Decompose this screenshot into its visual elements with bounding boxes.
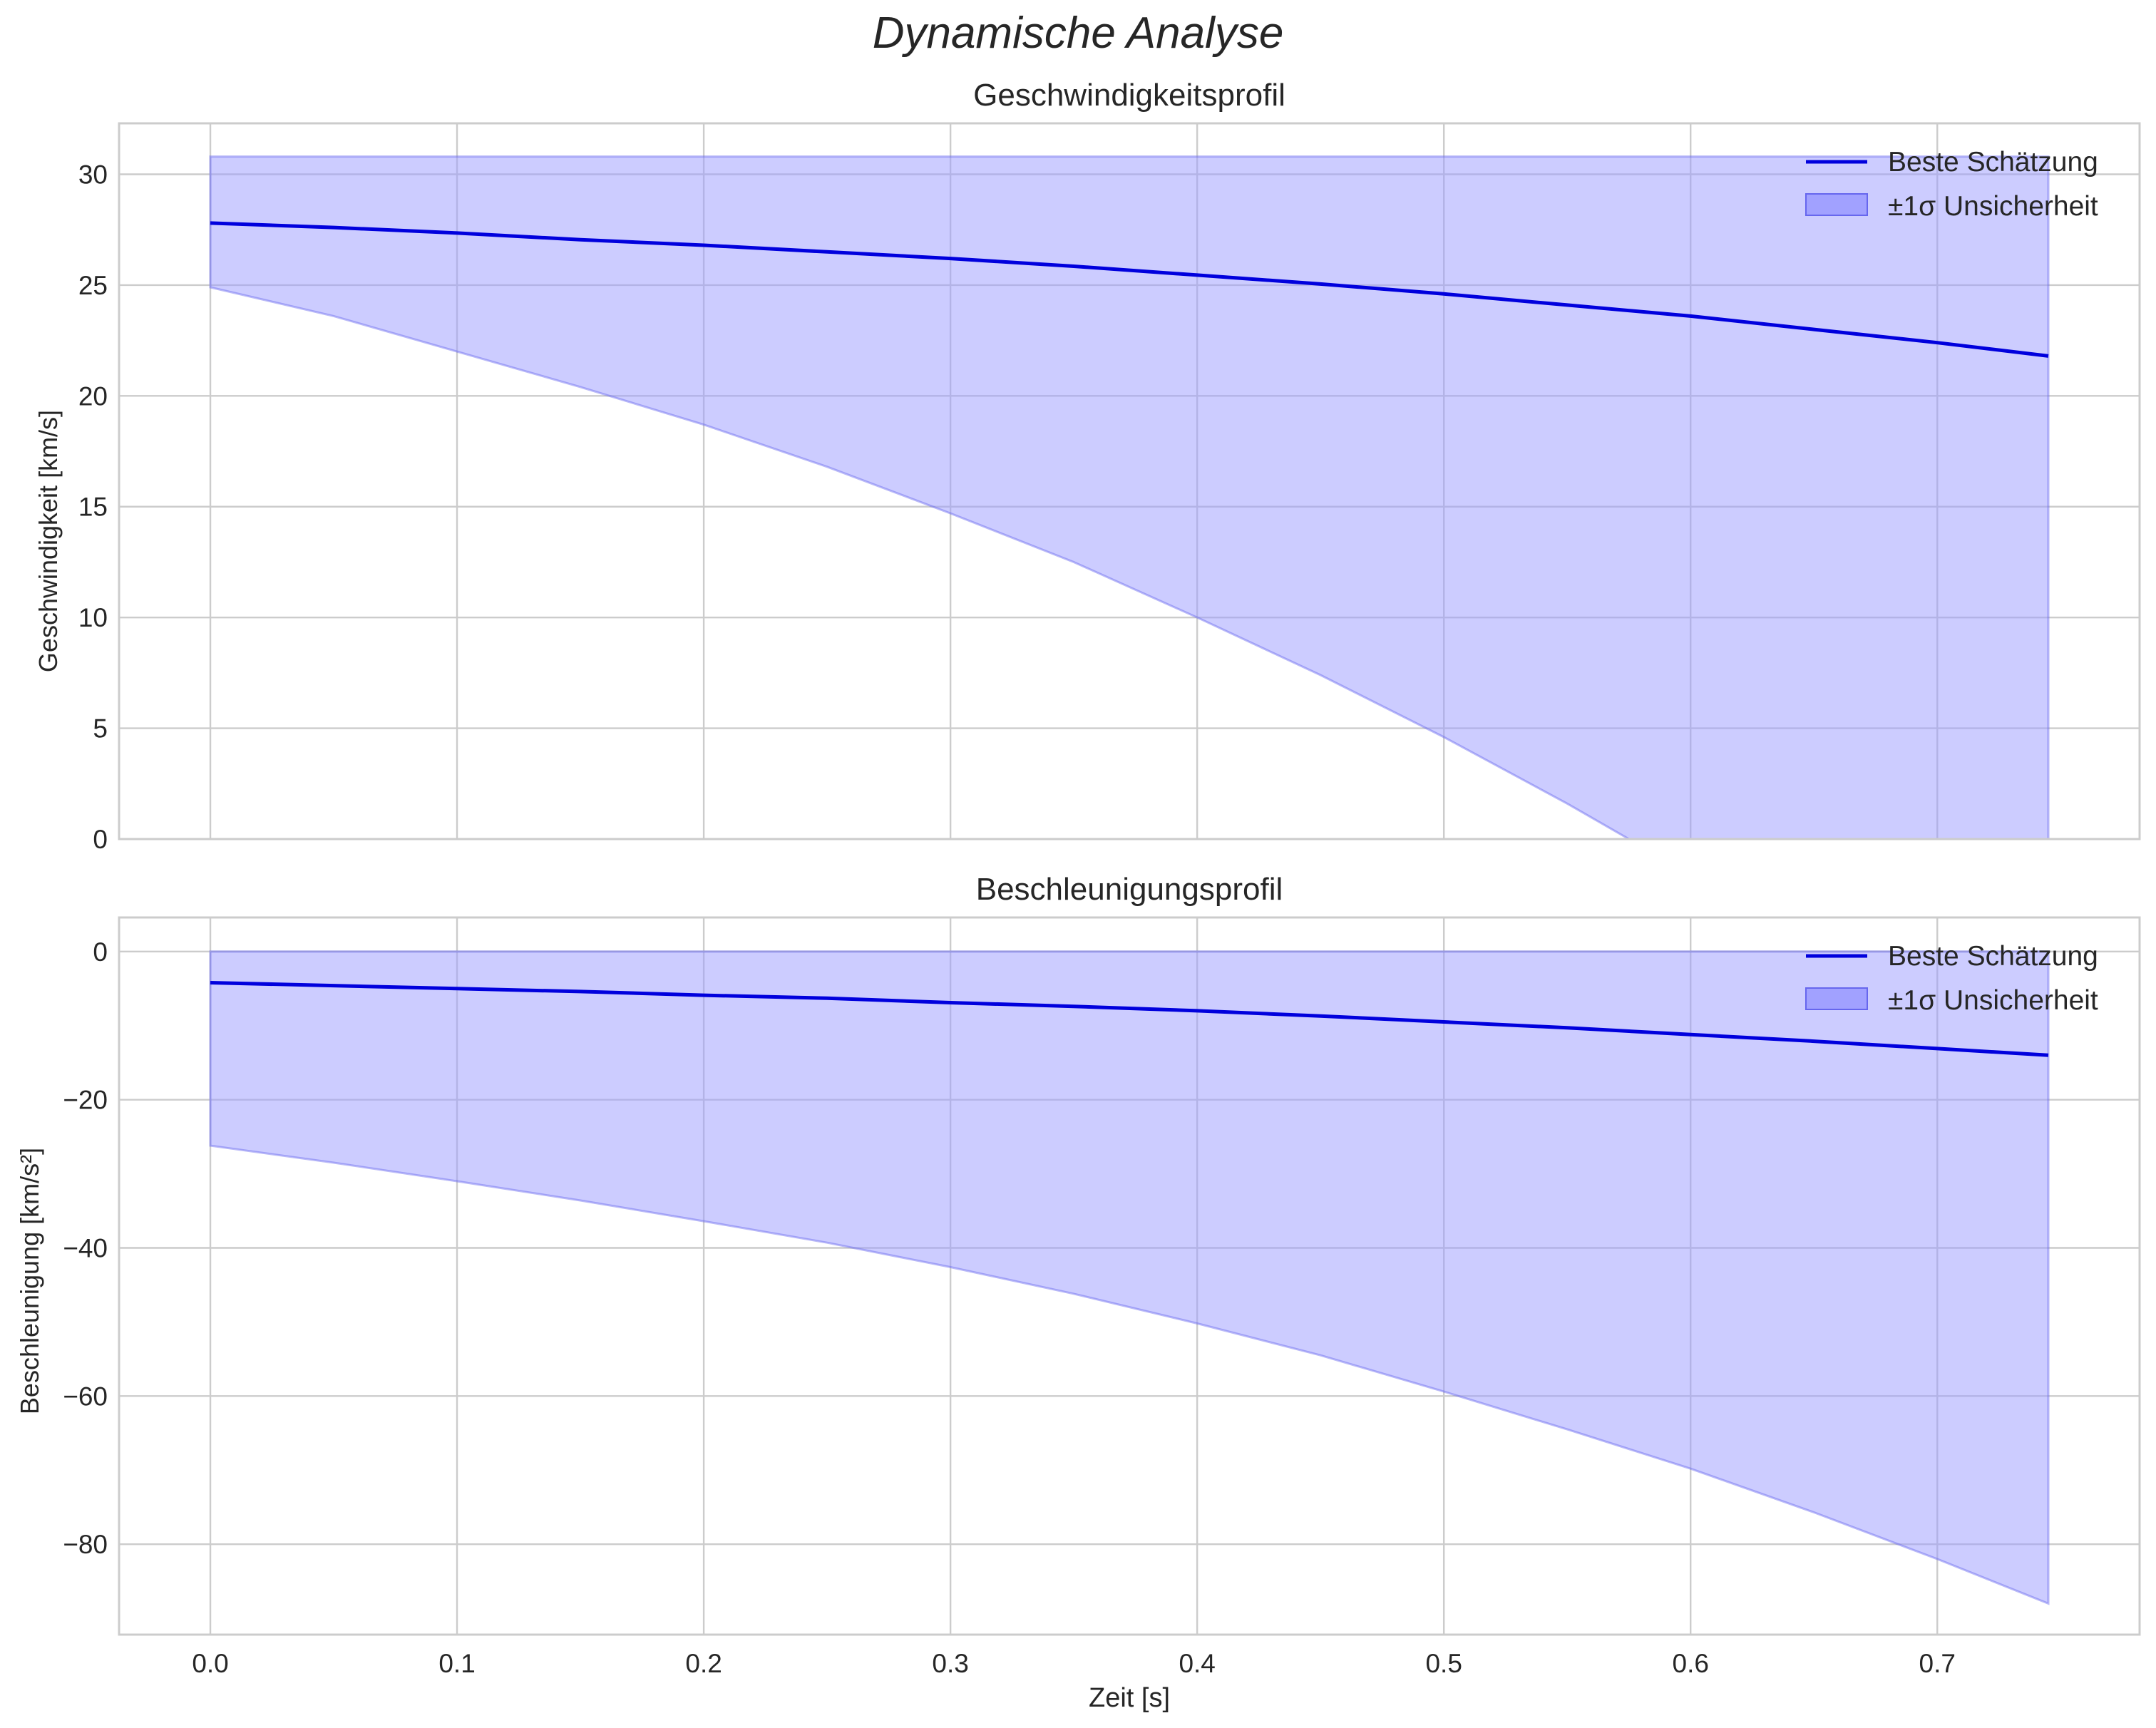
- x-axis-label: Zeit [s]: [1089, 1683, 1170, 1713]
- velocity-axes-border: [118, 122, 2141, 840]
- velocity-axes-frame: [118, 122, 2141, 840]
- velocity-y-tick-label: 20: [78, 381, 108, 411]
- x-tick-label: 0.1: [438, 1649, 475, 1678]
- velocity-legend: Beste Schätzung ±1σ Unsicherheit: [1805, 147, 2098, 222]
- velocity-y-tick-label: 10: [78, 603, 108, 632]
- acceleration-legend: Beste Schätzung ±1σ Unsicherheit: [1805, 941, 2098, 1016]
- velocity-uncertainty-band-group: [209, 155, 2050, 839]
- velocity-y-tick-label: 0: [93, 825, 108, 854]
- acceleration-uncertainty-band-group: [209, 950, 2050, 1605]
- x-tick-label: 0.3: [932, 1649, 968, 1678]
- velocity-y-tick-label: 5: [93, 714, 108, 744]
- velocity-y-axis-label: Geschwindigkeit [km/s]: [34, 410, 63, 672]
- velocity-uncertainty-band: [209, 155, 2050, 839]
- acceleration-y-tick-label: −80: [63, 1530, 108, 1559]
- acceleration-y-axis-label: Beschleunigung [km/s²]: [15, 1148, 44, 1414]
- acceleration-y-tick-label: −60: [63, 1382, 108, 1411]
- velocity-y-ticks: 0 5 10 15 20 25 30: [78, 160, 108, 854]
- velocity-legend-line-label: Beste Schätzung: [1888, 147, 2098, 178]
- x-tick-label: 0.2: [685, 1649, 722, 1678]
- acceleration-legend-line-label: Beste Schätzung: [1888, 941, 2098, 972]
- acceleration-y-tick-label: −20: [63, 1086, 108, 1115]
- acceleration-axes-frame: [118, 916, 2141, 1636]
- acceleration-line-group: [210, 981, 2049, 1057]
- velocity-best-estimate-line: [210, 221, 2049, 358]
- acceleration-y-tick-label: 0: [93, 937, 108, 967]
- acceleration-y-tick-label: −40: [63, 1234, 108, 1263]
- x-tick-label: 0.6: [1673, 1649, 1709, 1678]
- acceleration-best-estimate-line: [210, 981, 2049, 1057]
- acceleration-panel-title: Beschleunigungsprofil: [976, 872, 1283, 907]
- velocity-y-tick-label: 30: [78, 160, 108, 189]
- velocity-panel: Geschwindigkeitsprofil Geschwindigkeit […: [34, 78, 2141, 854]
- velocity-panel-title: Geschwindigkeitsprofil: [973, 78, 1285, 113]
- acceleration-legend-band-label: ±1σ Unsicherheit: [1888, 985, 2098, 1016]
- velocity-legend-band-label: ±1σ Unsicherheit: [1888, 191, 2098, 222]
- acceleration-legend-band-swatch: [1805, 987, 1868, 1010]
- acceleration-x-ticks: 0.0 0.1 0.2 0.3 0.4 0.5 0.6 0.7: [192, 1649, 1956, 1678]
- acceleration-uncertainty-band: [209, 950, 2050, 1605]
- acceleration-axes-border: [118, 916, 2141, 1636]
- x-tick-label: 0.4: [1179, 1649, 1215, 1678]
- x-tick-label: 0.0: [192, 1649, 228, 1678]
- velocity-legend-band-swatch: [1805, 193, 1868, 216]
- acceleration-y-ticks: 0 −20 −40 −60 −80: [63, 937, 108, 1559]
- velocity-line-group: [210, 221, 2049, 358]
- velocity-y-tick-label: 15: [78, 493, 108, 522]
- figure-title: Dynamische Analyse: [873, 9, 1284, 58]
- velocity-y-tick-label: 25: [78, 271, 108, 300]
- acceleration-panel: Beschleunigungsprofil Beschleunigung [km…: [15, 872, 2141, 1713]
- x-tick-label: 0.5: [1425, 1649, 1462, 1678]
- x-tick-label: 0.7: [1919, 1649, 1956, 1678]
